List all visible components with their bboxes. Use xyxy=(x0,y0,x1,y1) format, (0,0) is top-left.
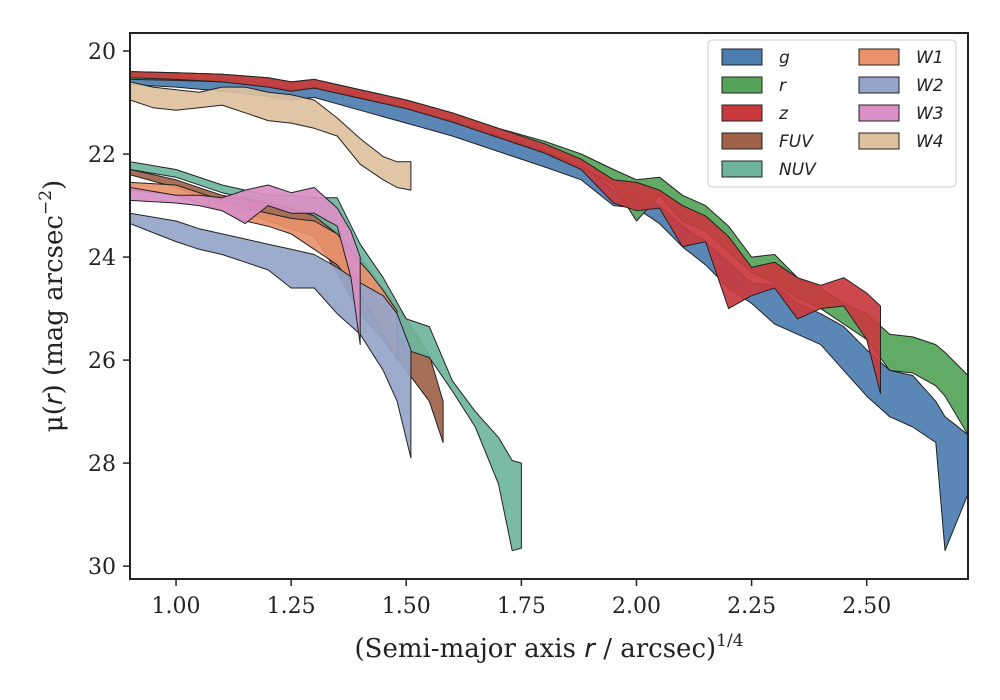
legend-label-g: g xyxy=(779,48,790,68)
y-tick-label: 20 xyxy=(88,40,116,65)
legend-label-z: z xyxy=(778,104,789,124)
legend-label-w4: W4 xyxy=(916,132,944,152)
legend-swatch-fuv xyxy=(721,132,763,150)
x-axis-label: (Semi-major axis r / arcsec)1/4 xyxy=(354,631,743,664)
plot-frame xyxy=(129,32,969,580)
legend-swatch-w3 xyxy=(858,104,900,122)
legend-swatch-g xyxy=(721,48,763,66)
x-axis-ticks: 1.00 1.25 1.50 1.75 2.00 2.25 2.50 xyxy=(152,579,891,619)
legend-swatch-nuv xyxy=(721,160,763,178)
legend: grz FUV NUV W1 W2 W3 W4 xyxy=(707,39,957,188)
legend-swatch-z xyxy=(721,104,763,122)
x-tick-label: 1.00 xyxy=(152,594,201,619)
y-axis-label: μ(r) (mag arcsec−2) xyxy=(36,180,69,432)
y-tick-label: 22 xyxy=(88,143,116,168)
legend-label-w2: W2 xyxy=(916,76,944,96)
legend-swatch-r xyxy=(721,76,763,94)
y-tick-label: 26 xyxy=(88,349,116,374)
y-tick-label: 24 xyxy=(88,246,116,271)
legend-label-nuv: NUV xyxy=(779,160,817,180)
legend-swatch-w4 xyxy=(858,132,900,150)
profile-bands xyxy=(130,71,968,552)
legend-label-fuv: FUV xyxy=(779,132,814,152)
x-tick-label: 2.25 xyxy=(727,594,776,619)
x-tick-label: 1.75 xyxy=(497,594,546,619)
x-tick-label: 2.00 xyxy=(612,594,661,619)
y-axis-ticks: 20 22 24 26 28 30 xyxy=(88,40,130,580)
band-z xyxy=(130,71,881,395)
x-tick-label: 1.25 xyxy=(267,594,316,619)
band-w3 xyxy=(130,184,361,346)
legend-label-w1: W1 xyxy=(916,48,944,68)
x-tick-label: 2.50 xyxy=(842,594,891,619)
legend-label-w3: W3 xyxy=(916,104,944,124)
legend-swatch-w1 xyxy=(858,48,900,66)
band-w2 xyxy=(130,212,412,459)
band-w4 xyxy=(130,81,412,191)
y-tick-label: 28 xyxy=(88,452,116,477)
y-tick-label: 30 xyxy=(88,555,116,580)
legend-swatch-w2 xyxy=(858,76,900,94)
legend-label-r: r xyxy=(779,76,787,96)
x-tick-label: 1.50 xyxy=(382,594,431,619)
